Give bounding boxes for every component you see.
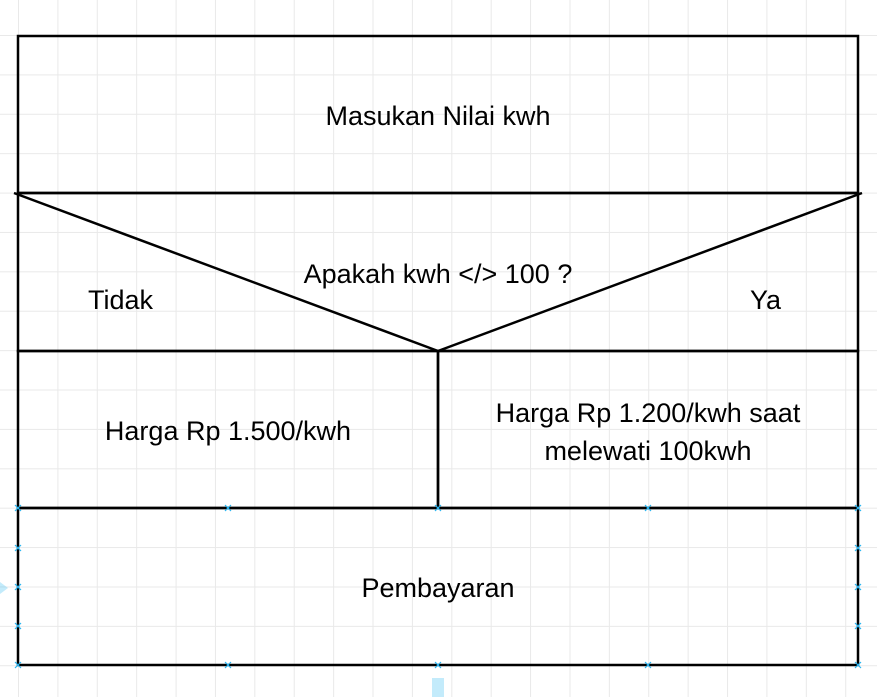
selection-handle[interactable]	[224, 661, 232, 669]
decision-no-label: Tidak	[88, 285, 154, 315]
selection-handle[interactable]	[854, 544, 862, 552]
selection-handle[interactable]	[644, 661, 652, 669]
output-block-text: Pembayaran	[361, 573, 515, 603]
input-block-text: Masukan Nilai kwh	[325, 101, 551, 131]
branch-no-text: Harga Rp 1.500/kwh	[104, 416, 352, 446]
decision-question-text: Apakah kwh </> 100 ?	[303, 259, 573, 289]
selection-handle[interactable]	[434, 661, 442, 669]
connection-arrow-hints	[0, 582, 444, 697]
selection-handle[interactable]	[854, 583, 862, 591]
selection-handle[interactable]	[14, 583, 22, 591]
selection-handle[interactable]	[14, 544, 22, 552]
selection-handle[interactable]	[14, 622, 22, 630]
decision-yes-label: Ya	[750, 285, 782, 315]
selection-handle[interactable]	[434, 504, 442, 512]
connect-arrow-left-icon[interactable]	[0, 582, 8, 594]
decision-diagonal-left	[13, 191, 439, 353]
selection-handle[interactable]	[854, 622, 862, 630]
selection-handle[interactable]	[14, 504, 22, 512]
branch-yes-text: Harga Rp 1.200/kwh saat melewati 100kwh	[495, 398, 801, 466]
selection-handle[interactable]	[14, 661, 22, 669]
decision-diagonal-right	[437, 191, 863, 353]
selection-handle[interactable]	[854, 661, 862, 669]
selection-handle[interactable]	[644, 504, 652, 512]
selection-handle[interactable]	[854, 504, 862, 512]
connect-arrow-bottom-icon[interactable]	[432, 678, 444, 697]
selection-handle[interactable]	[224, 504, 232, 512]
selection-handles	[14, 504, 862, 669]
